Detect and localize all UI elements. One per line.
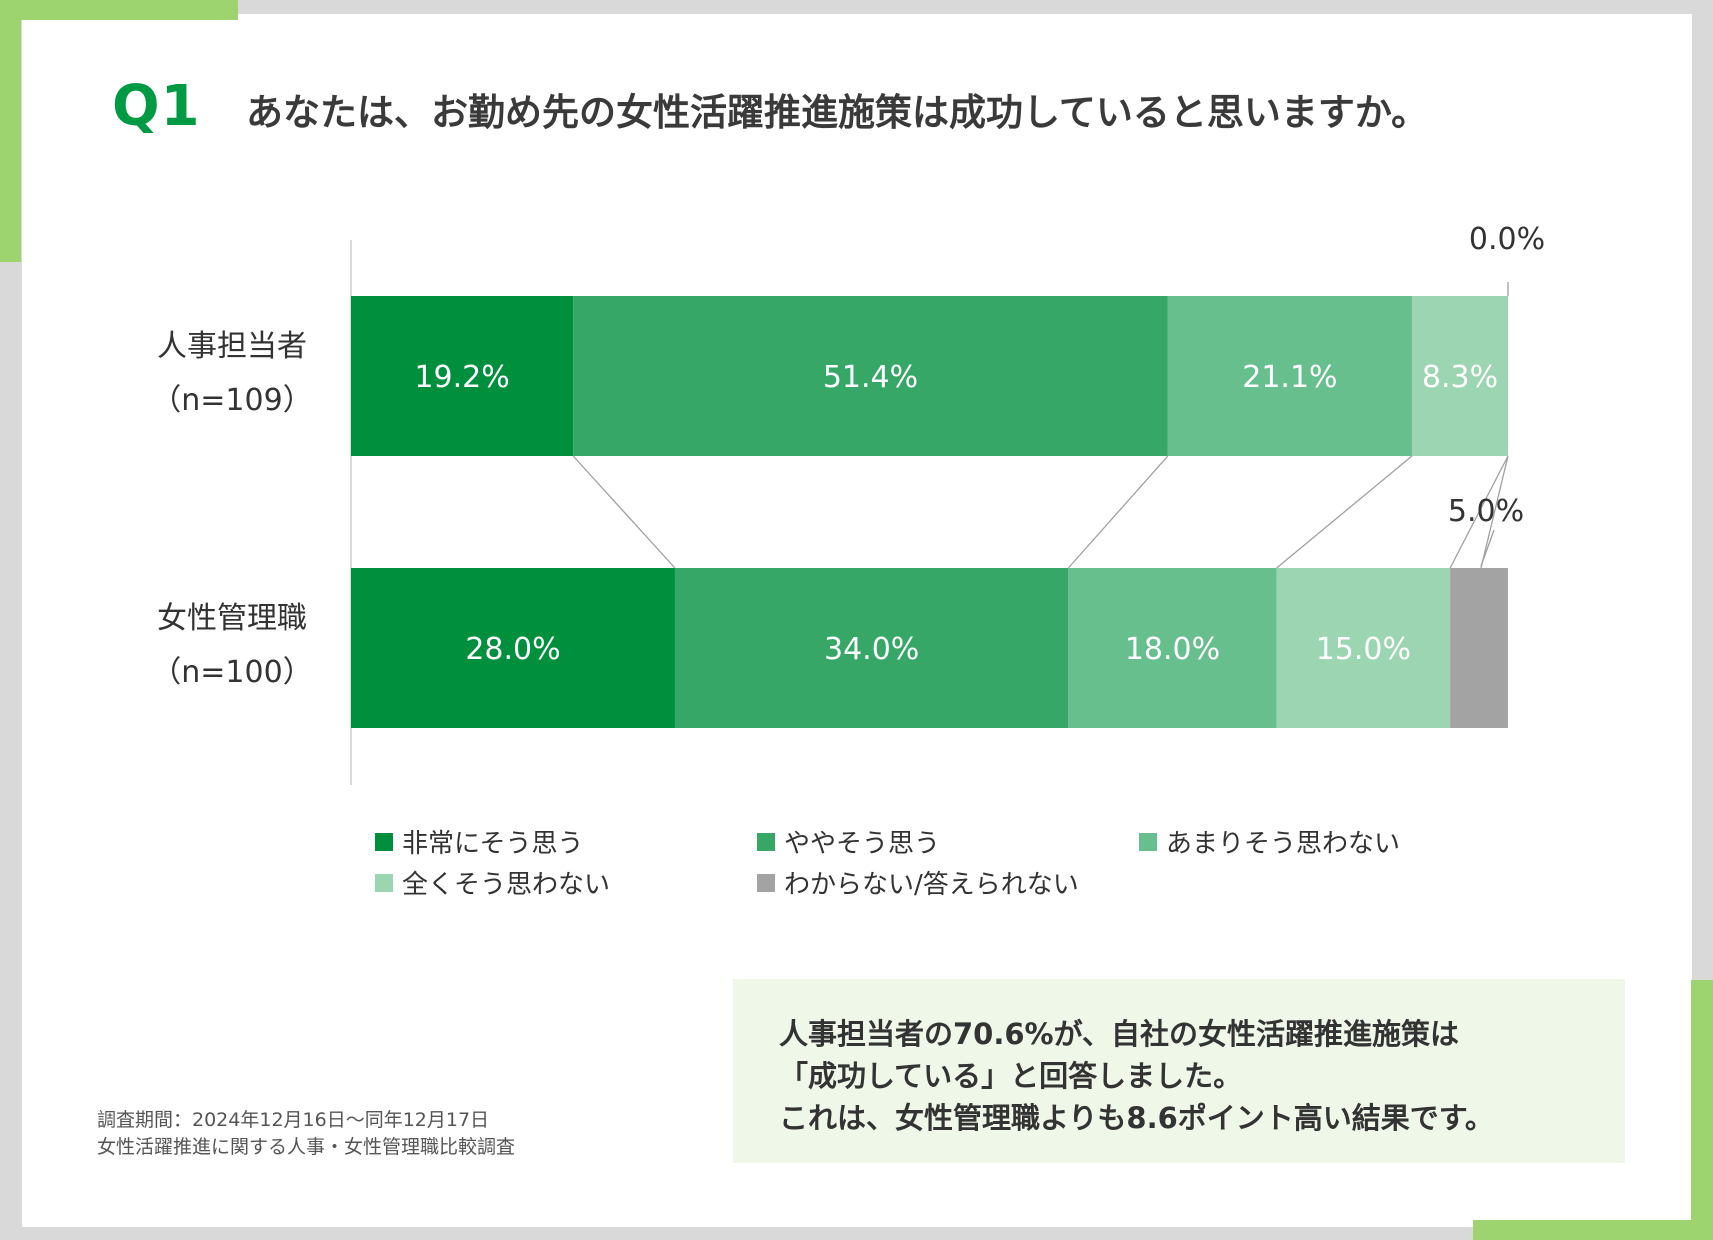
row-label-female-managers-n: （n=100） (151, 655, 313, 690)
question-number: Q1 (112, 74, 201, 139)
bar-segment-row1-s3 (1276, 568, 1451, 728)
row-label-female-managers: 女性管理職 （n=100） (122, 592, 342, 700)
summary-line-1: 人事担当者の70.6%が、自社の女性活躍推進施策は (779, 1017, 1460, 1051)
question-text: あなたは、お勤め先の女性活躍推進施策は成功していると思いますか。 (246, 91, 1429, 134)
bar-segment-row0-s3 (1411, 296, 1508, 456)
legend-item-somewhat-disagree: あまりそう思わない (1139, 823, 1400, 860)
legend-item-somewhat-agree: ややそう思う (757, 823, 940, 860)
data-label-row0-s2: 21.1% (1242, 360, 1337, 395)
data-label-row0-s1: 51.4% (823, 360, 918, 395)
data-label-row1-s2: 18.0% (1125, 632, 1220, 667)
data-label-row0-s0: 19.2% (414, 360, 509, 395)
bar-segment-row1-s4 (1450, 568, 1508, 728)
bar-segment-row0-s2 (1167, 296, 1412, 456)
leader-line-fm-dontknow (1480, 455, 1509, 569)
legend-label: 非常にそう思う (402, 829, 584, 859)
bar-segment-row0-s0 (351, 296, 574, 456)
connector-line-1 (1067, 455, 1169, 569)
legend-item-dont-know: わからない/答えられない (757, 864, 1079, 901)
survey-source: 調査期間：2024年12月16日～同年12月17日 女性活躍推進に関する人事・女… (97, 1107, 515, 1161)
bar-segment-row1-s0 (351, 568, 675, 728)
row-label-hr: 人事担当者 （n=109） (122, 320, 342, 428)
accent-bar-top-left-horizontal (0, 0, 238, 20)
summary-line-2: 「成功している」と回答しました。 (779, 1059, 1243, 1093)
legend-label: わからない/答えられない (784, 870, 1079, 900)
legend-item-strongly-agree: 非常にそう思う (375, 823, 583, 860)
leader-line-fm-dontknow-label (1480, 529, 1495, 567)
survey-name: 女性活躍推進に関する人事・女性管理職比較調査 (97, 1136, 516, 1158)
data-label-row1-s3: 15.0% (1316, 632, 1411, 667)
legend-swatch (1139, 832, 1157, 851)
row-label-female-managers-title: 女性管理職 (157, 601, 307, 636)
summary-note-box: 人事担当者の70.6%が、自社の女性活躍推進施策は 「成功している」と回答しまし… (733, 979, 1625, 1163)
accent-bar-top-left-vertical (0, 0, 21, 262)
legend-swatch (375, 873, 393, 892)
bar-segment-row0-s1 (573, 296, 1168, 456)
connector-line-2 (1276, 455, 1413, 569)
connector-line-0 (572, 455, 676, 569)
summary-line-3: これは、女性管理職よりも8.6ポイント高い結果です。 (779, 1101, 1494, 1135)
legend-label: 全くそう思わない (402, 870, 611, 900)
data-label-row1-s4: 5.0% (1448, 494, 1524, 529)
accent-bar-bottom-right-vertical (1691, 980, 1713, 1240)
row-label-hr-n: （n=109） (151, 383, 313, 418)
legend-label: ややそう思う (784, 829, 941, 859)
legend-swatch (757, 873, 775, 892)
survey-period: 調査期間：2024年12月16日～同年12月17日 (97, 1109, 490, 1131)
data-label-row0-s4: 0.0% (1469, 222, 1545, 257)
accent-bar-bottom-right-horizontal (1473, 1220, 1713, 1240)
data-label-row0-s3: 8.3% (1422, 360, 1498, 395)
bar-segment-row1-s1 (674, 568, 1069, 728)
data-label-row1-s1: 34.0% (824, 632, 919, 667)
legend-swatch (757, 832, 775, 851)
stacked-bar-chart: 19.2% 51.4% 21.1% 8.3% 0.0% 28.0% 34.0% 18.0% 15… (350, 222, 1545, 785)
bar-segment-row1-s2 (1068, 568, 1277, 728)
connector-line-3 (1449, 455, 1509, 569)
data-label-row1-s0: 28.0% (465, 632, 560, 667)
row-label-hr-title: 人事担当者 (157, 329, 307, 364)
legend-label: あまりそう思わない (1166, 829, 1401, 859)
chart-marks: 19.2% 51.4% 21.1% 8.3% 0.0% 28.0% 34.0% 18.0% 15… (350, 222, 1545, 785)
legend-swatch (375, 832, 393, 851)
legend-item-strongly-disagree: 全くそう思わない (375, 864, 610, 901)
